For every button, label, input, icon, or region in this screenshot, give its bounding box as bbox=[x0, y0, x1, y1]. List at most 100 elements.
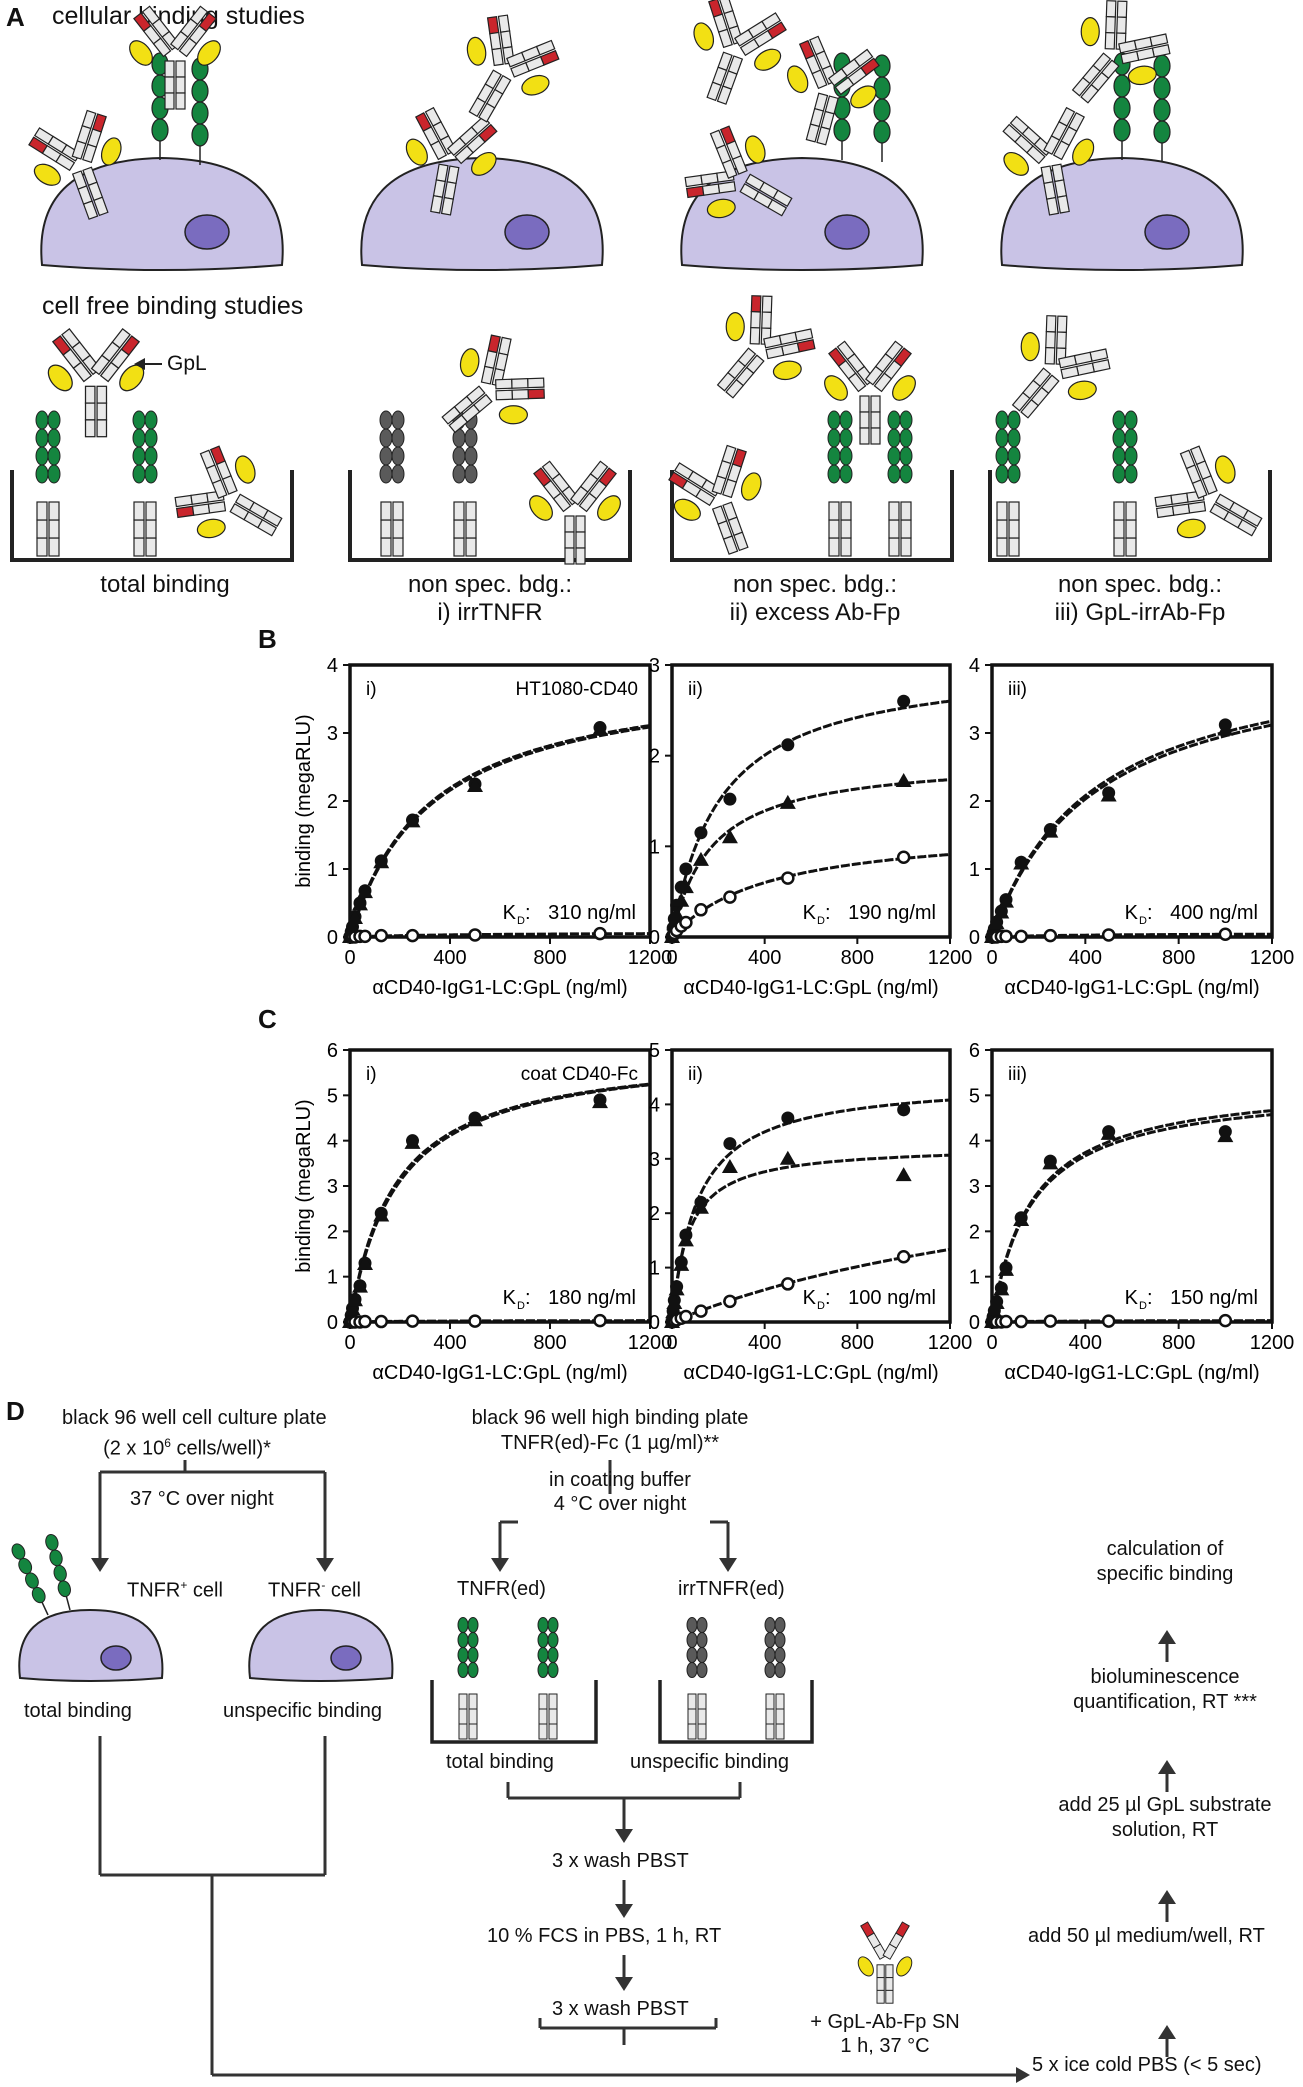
fit-curve bbox=[990, 1109, 1273, 1323]
x-tick-label: 400 bbox=[1069, 1332, 1102, 1354]
x-tick-label: 1200 bbox=[628, 947, 673, 969]
data-point-triangle bbox=[1042, 823, 1059, 838]
well-icon bbox=[988, 470, 1272, 562]
kd-symbol: K bbox=[503, 1287, 517, 1309]
x-axis-label: αCD40-IgG1-LC:GpL (ng/ml) bbox=[1004, 977, 1259, 999]
panel-number-label: i) bbox=[366, 679, 377, 700]
data-point-triangle bbox=[986, 1303, 1003, 1318]
y-tick-label: 0 bbox=[969, 1312, 980, 1334]
data-point-triangle bbox=[373, 1207, 390, 1222]
antibody-icon bbox=[47, 327, 145, 438]
data-point-triangle bbox=[988, 1294, 1005, 1309]
plated-receptor-icon bbox=[686, 1617, 708, 1740]
antibody-icon bbox=[405, 106, 498, 216]
kd-colon: : bbox=[1147, 902, 1153, 924]
data-point-open-circle bbox=[999, 1314, 1013, 1329]
panel-number-label: i) bbox=[366, 1064, 377, 1085]
nucleus-icon bbox=[824, 214, 870, 250]
x-tick-label: 800 bbox=[1162, 1332, 1195, 1354]
wash-step-1: 3 x wash PBST bbox=[552, 1850, 689, 1872]
data-point-open-circle bbox=[1014, 929, 1028, 944]
well-irrtnfr-icon bbox=[658, 1680, 814, 1744]
y-tick-label: 1 bbox=[327, 859, 338, 881]
data-point-triangle bbox=[1100, 1125, 1117, 1140]
data-point-triangle bbox=[677, 1232, 694, 1247]
kd-colon: : bbox=[825, 1287, 831, 1309]
kd-label: 400 ng/ml bbox=[1170, 902, 1258, 924]
panel-number-label: iii) bbox=[1008, 1064, 1027, 1085]
data-point-open-circle bbox=[999, 929, 1013, 944]
plate2-text: black 96 well high binding plate TNFR(ed… bbox=[471, 1407, 749, 1454]
data-point-open-circle bbox=[723, 1294, 737, 1309]
chart-C-iii: 0 400 800 1200 0 1 2 3 4 5 6 αCD40-IgG1-LC:GpL (ng/… bbox=[969, 1040, 1294, 1384]
data-point-filled-circle bbox=[723, 792, 737, 806]
plated-receptor-icon bbox=[132, 410, 158, 557]
cell-line-label: coat CD40-Fc bbox=[521, 1064, 638, 1085]
data-point-triangle bbox=[1013, 855, 1030, 870]
y-tick-label: 6 bbox=[969, 1040, 980, 1062]
coating-step: in coating buffer 4 °C over night bbox=[549, 1469, 691, 1515]
fit-curve bbox=[670, 778, 951, 938]
data-point-open-circle bbox=[1043, 928, 1058, 943]
x-tick-label: 0 bbox=[344, 1332, 355, 1354]
data-point-open-circle bbox=[679, 915, 693, 930]
fit-curve bbox=[671, 1247, 951, 1324]
antibody-icon bbox=[28, 109, 122, 220]
cell-positive-icon bbox=[18, 1608, 164, 1682]
kd-subscript: D bbox=[1139, 915, 1147, 927]
x-tick-label: 800 bbox=[533, 1332, 566, 1354]
data-point-triangle bbox=[1217, 721, 1234, 736]
y-tick-label: 1 bbox=[969, 1267, 980, 1289]
data-point-open-circle bbox=[358, 1314, 372, 1329]
plated-receptor-icon bbox=[887, 410, 913, 557]
irr-tnfr-ed-label: irrTNFR(ed) bbox=[678, 1578, 785, 1600]
plot-frame bbox=[670, 1048, 952, 1324]
data-point-triangle bbox=[467, 778, 483, 793]
plated-receptor-icon bbox=[379, 410, 405, 557]
data-point-open-circle bbox=[1218, 927, 1233, 942]
data-point-open-circle bbox=[405, 1314, 420, 1328]
data-point-triangle bbox=[347, 1292, 363, 1307]
antibody-icon bbox=[529, 460, 621, 565]
y-tick-label: 1 bbox=[649, 1258, 660, 1280]
cell-negative-label: TNFR- cell bbox=[268, 1578, 361, 1602]
data-point-triangle bbox=[895, 1167, 912, 1182]
data-point-filled-circle bbox=[679, 862, 693, 876]
calculation-step: calculation of specific binding bbox=[1096, 1538, 1234, 1585]
antibody-icon bbox=[1002, 106, 1095, 216]
data-point-open-circle bbox=[694, 1304, 708, 1318]
y-tick-label: 2 bbox=[327, 791, 338, 813]
y-tick-label: 6 bbox=[327, 1040, 338, 1062]
x-tick-label: 1200 bbox=[928, 947, 973, 969]
kd-colon: : bbox=[825, 902, 831, 924]
arrow-down-icon bbox=[491, 1558, 509, 1572]
medium-step: add 50 µl medium/well, RT bbox=[1028, 1925, 1265, 1947]
antibody-icon bbox=[684, 125, 793, 219]
x-tick-label: 0 bbox=[666, 1332, 677, 1354]
antibody-icon bbox=[129, 5, 221, 110]
y-tick-label: 3 bbox=[969, 723, 980, 745]
gpl-antibody-icon bbox=[857, 1921, 913, 2004]
plated-receptor-icon bbox=[1112, 410, 1138, 557]
data-point-triangle bbox=[895, 773, 912, 788]
y-tick-label: 5 bbox=[969, 1085, 980, 1107]
kd-symbol: K bbox=[503, 902, 517, 924]
unspecific-binding-cell: unspecific binding bbox=[223, 1700, 382, 1722]
y-tick-label: 0 bbox=[969, 927, 980, 949]
caption-excess-ab: non spec. bdg.: ii) excess Ab-Fp bbox=[729, 571, 901, 626]
gpl-arrowhead-icon bbox=[134, 358, 145, 370]
plated-receptor-icon bbox=[35, 410, 61, 557]
x-tick-label: 0 bbox=[986, 1332, 997, 1354]
total-binding-plate: total binding bbox=[446, 1751, 554, 1773]
y-tick-label: 1 bbox=[649, 836, 660, 858]
kd-symbol: K bbox=[1125, 1287, 1139, 1309]
y-axis-label: binding (megaRLU) bbox=[293, 714, 315, 887]
data-point-triangle bbox=[779, 794, 796, 809]
data-point-triangle bbox=[692, 1199, 709, 1214]
data-point-open-circle bbox=[896, 850, 911, 864]
data-point-open-circle bbox=[593, 926, 607, 941]
x-axis-label: αCD40-IgG1-LC:GpL (ng/ml) bbox=[683, 1362, 938, 1384]
receptor-icon bbox=[151, 52, 169, 160]
data-point-open-circle bbox=[374, 1314, 388, 1329]
y-tick-label: 2 bbox=[327, 1221, 338, 1243]
